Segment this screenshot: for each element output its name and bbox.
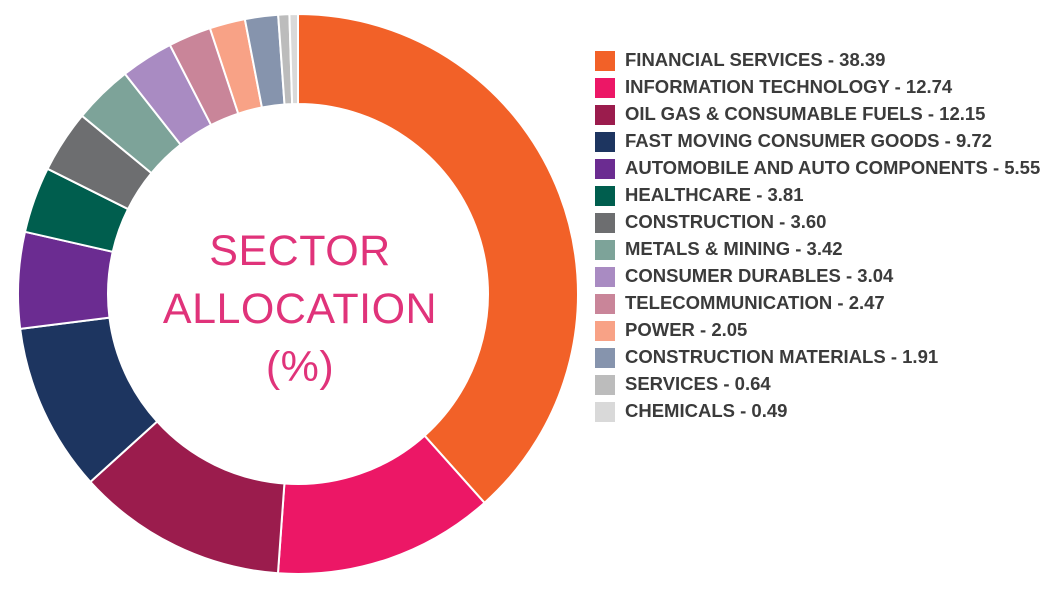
legend-item-construction: CONSTRUCTION - 3.60: [595, 208, 1050, 235]
legend-swatch-metals-mining: [595, 240, 615, 260]
legend-label-services: SERVICES - 0.64: [625, 373, 771, 394]
legend-swatch-financial-services: [595, 51, 615, 71]
donut-slice-financial-services: [297, 12, 579, 505]
legend-item-oil-gas-consumable-fuels: OIL GAS & CONSUMABLE FUELS - 12.15: [595, 100, 1050, 127]
legend-item-financial-services: FINANCIAL SERVICES - 38.39: [595, 46, 1050, 73]
legend-label-construction-materials: CONSTRUCTION MATERIALS - 1.91: [625, 346, 939, 367]
legend-swatch-fast-moving-consumer-goods: [595, 132, 615, 152]
legend-swatch-consumer-durables: [595, 267, 615, 287]
legend-swatch-oil-gas-consumable-fuels: [595, 105, 615, 125]
legend-label-metals-mining: METALS & MINING - 3.42: [625, 238, 843, 259]
legend-item-power: POWER - 2.05: [595, 316, 1050, 343]
chart-title-line-2: ALLOCATION: [162, 285, 438, 333]
legend-label-healthcare: HEALTHCARE - 3.81: [625, 184, 804, 205]
legend-swatch-construction: [595, 213, 615, 233]
legend-item-consumer-durables: CONSUMER DURABLES - 3.04: [595, 262, 1050, 289]
legend-swatch-construction-materials: [595, 348, 615, 368]
legend-label-construction: CONSTRUCTION - 3.60: [625, 211, 827, 232]
legend-item-metals-mining: METALS & MINING - 3.42: [595, 235, 1050, 262]
legend-label-financial-services: FINANCIAL SERVICES - 38.39: [625, 49, 886, 70]
legend: FINANCIAL SERVICES - 38.39 INFORMATION TE…: [595, 46, 1050, 424]
legend-label-fast-moving-consumer-goods: FAST MOVING CONSUMER GOODS - 9.72: [625, 130, 992, 151]
legend-label-consumer-durables: CONSUMER DURABLES - 3.04: [625, 265, 894, 286]
legend-swatch-telecommunication: [595, 294, 615, 314]
legend-swatch-healthcare: [595, 186, 615, 206]
legend-swatch-information-technology: [595, 78, 615, 98]
legend-item-telecommunication: TELECOMMUNICATION - 2.47: [595, 289, 1050, 316]
legend-label-power: POWER - 2.05: [625, 319, 748, 340]
legend-label-chemicals: CHEMICALS - 0.49: [625, 400, 788, 421]
legend-label-oil-gas-consumable-fuels: OIL GAS & CONSUMABLE FUELS - 12.15: [625, 103, 986, 124]
chart-title-line-3: (%): [265, 343, 335, 391]
legend-label-telecommunication: TELECOMMUNICATION - 2.47: [625, 292, 885, 313]
legend-item-construction-materials: CONSTRUCTION MATERIALS - 1.91: [595, 343, 1050, 370]
legend-swatch-services: [595, 375, 615, 395]
legend-item-services: SERVICES - 0.64: [595, 370, 1050, 397]
legend-label-information-technology: INFORMATION TECHNOLOGY - 12.74: [625, 76, 953, 97]
legend-item-healthcare: HEALTHCARE - 3.81: [595, 181, 1050, 208]
legend-swatch-power: [595, 321, 615, 341]
chart-title-line-1: SECTOR: [209, 227, 391, 275]
legend-swatch-automobile-and-auto-components: [595, 159, 615, 179]
legend-item-information-technology: INFORMATION TECHNOLOGY - 12.74: [595, 73, 1050, 100]
chart-title: SECTOR ALLOCATION (%): [140, 222, 460, 396]
donut-chart: [17, 12, 579, 575]
donut-slice-chemicals: [288, 12, 299, 106]
legend-swatch-chemicals: [595, 402, 615, 422]
legend-item-automobile-and-auto-components: AUTOMOBILE AND AUTO COMPONENTS - 5.55: [595, 154, 1050, 181]
legend-item-fast-moving-consumer-goods: FAST MOVING CONSUMER GOODS - 9.72: [595, 127, 1050, 154]
legend-label-automobile-and-auto-components: AUTOMOBILE AND AUTO COMPONENTS - 5.55: [625, 157, 1041, 178]
legend-item-chemicals: CHEMICALS - 0.49: [595, 397, 1050, 424]
